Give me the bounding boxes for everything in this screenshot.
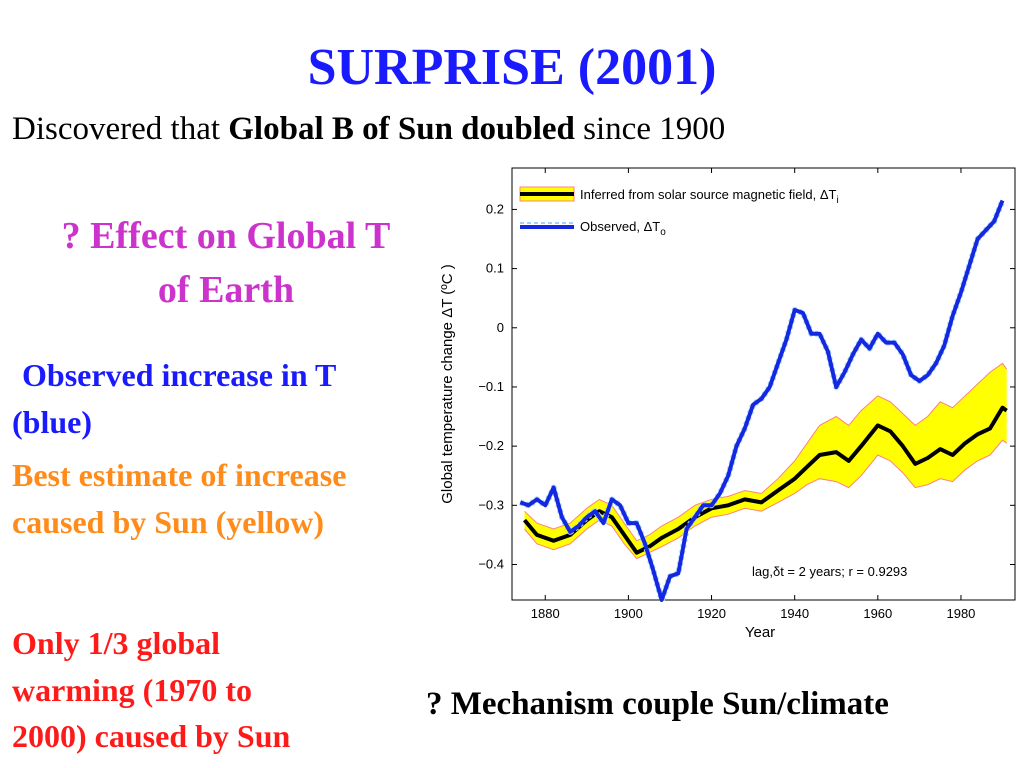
subtitle-suffix: since 1900 xyxy=(574,111,726,147)
series-layer xyxy=(519,199,1008,603)
y-tick-label: −0.4 xyxy=(478,556,504,571)
third-line-3: 2000) caused by Sun xyxy=(12,718,291,755)
y-tick-label: 0 xyxy=(497,320,504,335)
x-tick-label: 1960 xyxy=(863,606,892,621)
x-tick-label: 1920 xyxy=(697,606,726,621)
x-tick-label: 1980 xyxy=(946,606,975,621)
axis-layer: 1880 1900 1920 1940 1960 1980 −0.4 −0.3 −0.2 −0.1… xyxy=(478,168,1015,621)
x-tick-label: 1900 xyxy=(614,606,643,621)
solar-inferred-line xyxy=(522,405,1008,555)
subtitle-prefix: Discovered that xyxy=(12,111,229,147)
y-tick-label: −0.1 xyxy=(478,379,504,394)
observed-line-1: Observed increase in T xyxy=(12,352,336,399)
chart-legend: Inferred from solar source magnetic fiel… xyxy=(519,186,839,238)
y-tick-label: −0.2 xyxy=(478,438,504,453)
best-line-1: Best estimate of increase xyxy=(12,457,347,493)
legend-solar-label: Inferred from solar source magnetic fiel… xyxy=(580,187,839,206)
best-line-2: caused by Sun (yellow) xyxy=(12,503,325,540)
subtitle-bold: Global B of Sun doubled xyxy=(228,111,575,147)
question-effect-line-2: of Earth xyxy=(157,268,295,311)
observed-line-2: (blue) xyxy=(12,403,92,440)
legend-observed-subscript: o xyxy=(660,227,666,238)
third-line-1: Only 1/3 global xyxy=(12,625,221,661)
one-third-note: Only 1/3 global warming (1970 to 2000) c… xyxy=(12,620,392,760)
mechanism-question: ? Mechanism couple Sun/climate xyxy=(426,686,889,722)
legend-solar-subscript: i xyxy=(837,195,839,206)
x-axis-label: Year xyxy=(745,624,775,641)
observed-note: Observed increase in T (blue) xyxy=(12,352,336,445)
x-tick-label: 1880 xyxy=(531,606,560,621)
temperature-chart: 1880 1900 1920 1940 1960 1980 −0.4 −0.3 −0.2 −0.1… xyxy=(439,167,1016,641)
slide-subtitle: Discovered that Global B of Sun doubled … xyxy=(12,110,725,150)
plot-frame xyxy=(511,167,1016,601)
slide-title: SURPRISE (2001) xyxy=(307,39,717,96)
solar-band-lower-edge xyxy=(524,439,1007,560)
y-tick-label: 0.2 xyxy=(486,201,504,216)
question-effect: ? Effect on Global T of Earth xyxy=(0,210,452,318)
observed-line-1-text: Observed increase in T xyxy=(22,357,337,393)
legend-observed-label: Observed, ΔTo xyxy=(580,219,666,238)
plot-area xyxy=(511,167,1016,601)
x-tick-label: 1940 xyxy=(780,606,809,621)
solar-uncertainty-band xyxy=(524,363,1007,559)
best-estimate-note: Best estimate of increase caused by Sun … xyxy=(12,452,346,545)
correlation-annotation: lag,δt = 2 years; r = 0.9293 xyxy=(752,564,907,579)
y-tick-label: 0.1 xyxy=(486,261,504,276)
y-tick-label: −0.3 xyxy=(478,497,504,512)
observed-line xyxy=(519,199,1005,602)
y-axis-label: Global temperature change ΔT (ºC ) xyxy=(439,264,456,504)
question-effect-line-1: ? Effect on Global T xyxy=(61,215,391,257)
third-line-2: warming (1970 to xyxy=(12,671,252,708)
